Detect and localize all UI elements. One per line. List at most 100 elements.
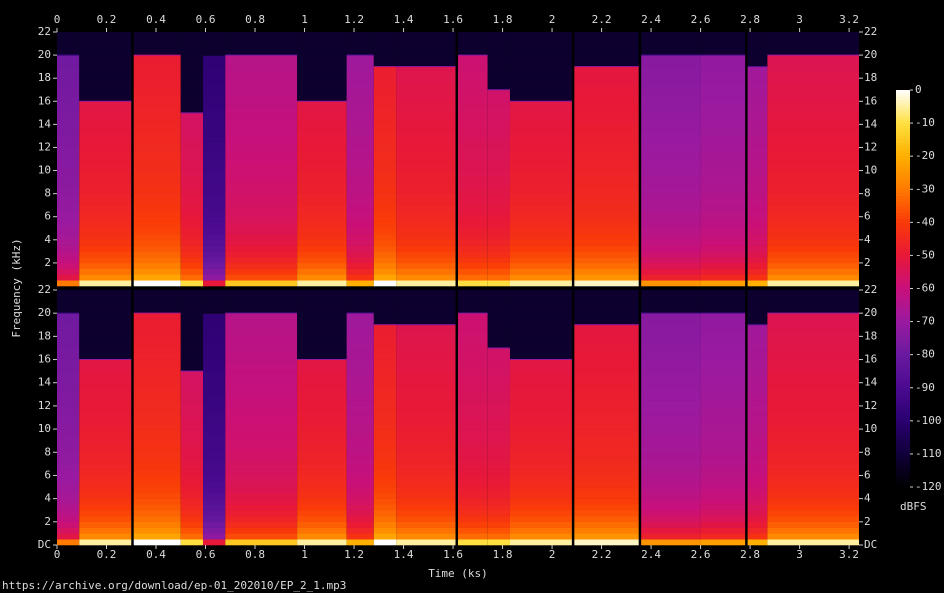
spectrum-band — [133, 498, 181, 505]
spectrum-band — [700, 318, 746, 326]
spectrum-band — [133, 295, 181, 302]
spectrum-band — [747, 347, 768, 355]
spectrum-band — [133, 153, 181, 160]
colorbar-cell — [896, 381, 910, 385]
spectrum-band — [700, 83, 746, 91]
spectrum-band — [225, 510, 298, 517]
spectrum-band — [700, 481, 746, 488]
spectrum-band — [79, 153, 132, 160]
spectrum-band — [57, 353, 80, 360]
spectrum-band — [225, 280, 298, 287]
spectrum-band — [487, 475, 510, 482]
spectrum-band — [79, 463, 132, 470]
spectrum-band — [574, 228, 639, 235]
spectrum-band — [203, 394, 226, 401]
spectrum-band — [346, 66, 374, 73]
spectrum-band — [346, 446, 374, 453]
spectrum-band — [641, 239, 701, 246]
spectrum-band — [487, 446, 510, 453]
spectrum-band — [79, 423, 132, 430]
colorbar-cell — [896, 271, 910, 276]
spectrum-band — [297, 521, 347, 528]
spectrum-band — [509, 112, 572, 119]
spectrum-band — [574, 347, 639, 355]
spectrum-band — [133, 141, 181, 148]
spectrum-band — [133, 353, 181, 360]
spectrum-band — [747, 481, 768, 488]
spectrum-band — [509, 434, 572, 441]
spectrum-band — [297, 324, 347, 331]
spectrum-band — [509, 371, 572, 378]
spectrum-band — [747, 318, 768, 326]
spectrum-band — [487, 376, 510, 384]
spectrum-band — [396, 290, 456, 297]
spectrum-band — [396, 423, 456, 430]
spectrum-band — [487, 141, 510, 148]
spectrum-band — [396, 318, 456, 326]
y-tick-label-right: 16 — [864, 353, 877, 366]
spectrum-band — [487, 268, 510, 275]
spectrum-band — [79, 66, 132, 73]
spectrum-band — [297, 405, 347, 413]
spectrum-band — [373, 83, 397, 91]
spectrum-band — [574, 290, 639, 297]
spectrum-band — [574, 280, 639, 287]
spectrum-band — [396, 342, 456, 349]
spectrum-band — [203, 147, 226, 154]
spectrum-band — [700, 112, 746, 119]
spectrum-band — [203, 239, 226, 246]
spectrum-band — [767, 330, 859, 337]
spectrum-band — [487, 164, 510, 171]
spectrum-band — [133, 307, 181, 314]
spectrum-band — [373, 49, 397, 56]
spectrum-band — [767, 83, 859, 91]
x-axis-label: Time (ks) — [428, 567, 488, 580]
spectrum-band — [180, 347, 204, 355]
spectrum-band — [57, 101, 80, 108]
spectrum-band — [641, 504, 701, 511]
spectrum-band — [487, 216, 510, 223]
spectrum-band — [203, 205, 226, 212]
spectrum-band — [700, 274, 746, 281]
spectrum-band — [396, 452, 456, 459]
spectrum-band — [767, 347, 859, 355]
spectrum-band — [458, 49, 488, 56]
spectrum-band — [509, 176, 572, 183]
spectrum-band — [297, 43, 347, 50]
x-tick-label-top: 2.2 — [592, 13, 612, 26]
colorbar-cell — [896, 324, 910, 329]
spectrum-band — [458, 66, 488, 73]
spectrum-band — [225, 458, 298, 465]
spectrum-band — [509, 388, 572, 395]
spectrum-band — [133, 481, 181, 488]
spectrum-band — [180, 324, 204, 331]
colorbar-cell — [896, 301, 910, 306]
colorbar-cell — [896, 328, 910, 333]
spectrum-band — [747, 504, 768, 511]
spectrum-band — [373, 353, 397, 360]
spectrum-band — [133, 182, 181, 189]
spectrum-band — [79, 37, 132, 44]
y-tick-label-right: 14 — [864, 117, 878, 130]
spectrum-band — [180, 376, 204, 384]
spectrum-band — [373, 257, 397, 264]
spectrum-band — [574, 411, 639, 418]
spectrum-band — [487, 274, 510, 281]
colorbar-cell — [896, 176, 910, 180]
spectrum-band — [747, 353, 768, 360]
spectrum-band — [747, 193, 768, 200]
spectrum-band — [767, 516, 859, 523]
spectrum-band — [747, 411, 768, 418]
spectrum-band — [574, 324, 639, 331]
spectrum-band — [509, 405, 572, 413]
spectrum-band — [458, 239, 488, 246]
spectrum-band — [180, 336, 204, 343]
spectrum-band — [225, 55, 298, 62]
spectrum-band — [203, 463, 226, 470]
spectrum-band — [767, 359, 859, 366]
spectrum-band — [700, 55, 746, 62]
colorbar-cell — [896, 166, 910, 170]
colorbar-cell — [896, 133, 910, 137]
spectrum-band — [297, 112, 347, 119]
spectrum-band — [373, 262, 397, 269]
